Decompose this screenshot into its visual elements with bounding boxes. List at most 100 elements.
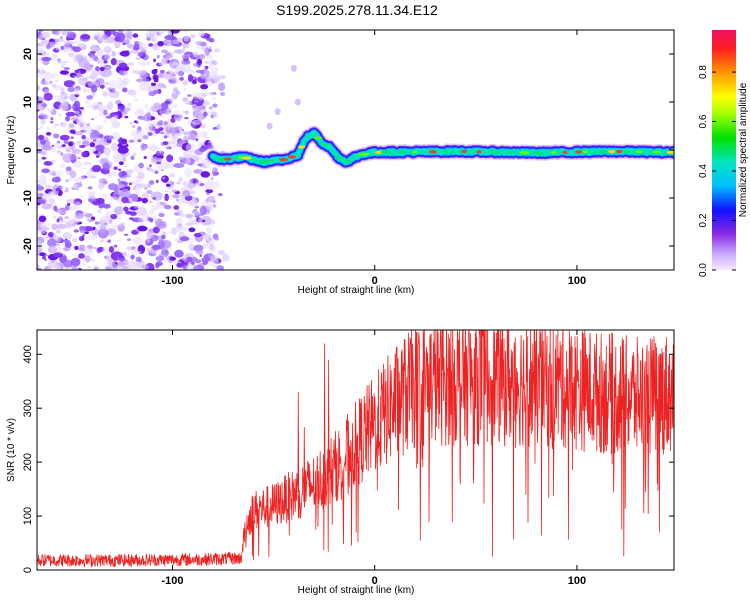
noise-blob (165, 56, 170, 60)
ridge-hotspot (313, 136, 323, 140)
noise-blob (213, 204, 217, 208)
noise-blob (208, 140, 213, 144)
noise-blob (72, 161, 83, 169)
noise-blob (47, 238, 57, 247)
noise-blob (198, 53, 206, 60)
noise-blob (159, 210, 165, 214)
noise-blob (53, 133, 60, 139)
noise-blob (164, 194, 169, 197)
ridge-hotspot (334, 156, 345, 160)
noise-blob (186, 263, 194, 270)
noise-blob (87, 191, 97, 199)
noise-blob (126, 32, 132, 39)
noise-blob (201, 105, 206, 110)
noise-blob (174, 249, 184, 258)
noise-blob (119, 265, 127, 270)
ridge-hotspot (412, 150, 418, 154)
noise-blob (70, 136, 74, 140)
noise-blob (143, 155, 147, 160)
noise-blob (158, 212, 165, 218)
noise-blob (48, 231, 54, 238)
noise-blob (191, 211, 201, 216)
noise-blob (182, 46, 186, 52)
noise-blob (37, 109, 40, 112)
noise-blob (40, 31, 50, 39)
noise-blob (139, 136, 144, 141)
noise-blob (188, 227, 196, 233)
ridge-hotspot (562, 150, 568, 154)
noise-blob (159, 131, 164, 135)
noise-blob (185, 44, 191, 49)
noise-blob (41, 39, 50, 45)
noise-blob (181, 156, 191, 165)
noise-blob (90, 258, 96, 262)
noise-blob (41, 56, 52, 62)
spectrogram-y-ticks: -20 -10 0 10 20 (22, 48, 674, 254)
noise-blob (211, 78, 220, 82)
noise-blob (41, 168, 51, 174)
noise-blob (205, 205, 211, 210)
noise-blob (57, 208, 66, 215)
noise-blob (183, 87, 187, 92)
noise-blob (212, 66, 219, 73)
noise-blob (206, 54, 214, 60)
noise-blob (65, 198, 76, 204)
noise-blob (162, 177, 166, 180)
noise-blob (45, 44, 51, 50)
noise-blob (54, 123, 60, 127)
ridge-hotspot (666, 150, 674, 154)
noise-blob (127, 89, 137, 96)
snr-x-axis-label: Height of straight line (km) (298, 585, 415, 596)
noise-blob (117, 103, 124, 107)
colorbar-ticks: 0.0 0.2 0.4 0.6 0.8 (698, 65, 736, 277)
snr-y-axis-label: SNR (10 * v/v) (6, 418, 17, 482)
noise-blob (69, 170, 77, 178)
noise-blob (118, 161, 124, 166)
noise-blob (178, 213, 186, 218)
noise-blob (51, 83, 57, 88)
noise-blob (146, 247, 154, 253)
noise-blob (92, 226, 96, 231)
noise-blob (118, 168, 122, 172)
spectrogram-y-tick-label: 20 (22, 48, 34, 60)
noise-blob (126, 168, 134, 174)
noise-blob (37, 84, 40, 92)
noise-blob (106, 227, 117, 236)
noise-blob (189, 94, 193, 98)
noise-blob (194, 100, 199, 103)
noise-blob (124, 115, 129, 119)
noise-blob (84, 255, 91, 263)
noise-blob (201, 145, 206, 148)
noise-blob (79, 194, 83, 198)
noise-blob (148, 209, 154, 216)
ridge-hotspot (297, 145, 306, 149)
noise-blob (97, 209, 102, 214)
colorbar-tick-label: 0.0 (698, 263, 709, 277)
noise-blob (119, 257, 126, 262)
noise-blob (208, 246, 217, 254)
noise-blob (108, 245, 115, 253)
noise-blob (129, 49, 140, 54)
noise-blob (163, 135, 168, 139)
noise-blob (126, 238, 131, 241)
noise-blob (86, 172, 91, 175)
noise-blob (132, 152, 137, 157)
snr-y-ticks: 0 100 200 300 400 (22, 345, 674, 573)
noise-blob (172, 62, 178, 66)
ridge-hotspot (582, 150, 589, 154)
noise-blob (46, 108, 54, 113)
ridge-hotspot (264, 159, 274, 163)
spectrogram-x-tick-label: 100 (568, 275, 586, 287)
noise-blob (37, 47, 45, 55)
noise-blob (37, 179, 40, 183)
noise-blob (200, 69, 205, 75)
noise-blob (89, 44, 101, 52)
noise-blob (171, 39, 180, 45)
noise-blob (72, 46, 82, 53)
noise-blob (146, 33, 155, 40)
noise-blob (94, 221, 100, 225)
noise-blob (147, 121, 158, 127)
noise-blob (72, 106, 76, 109)
figure-title: S199.2025.278.11.34.E12 (276, 2, 438, 18)
